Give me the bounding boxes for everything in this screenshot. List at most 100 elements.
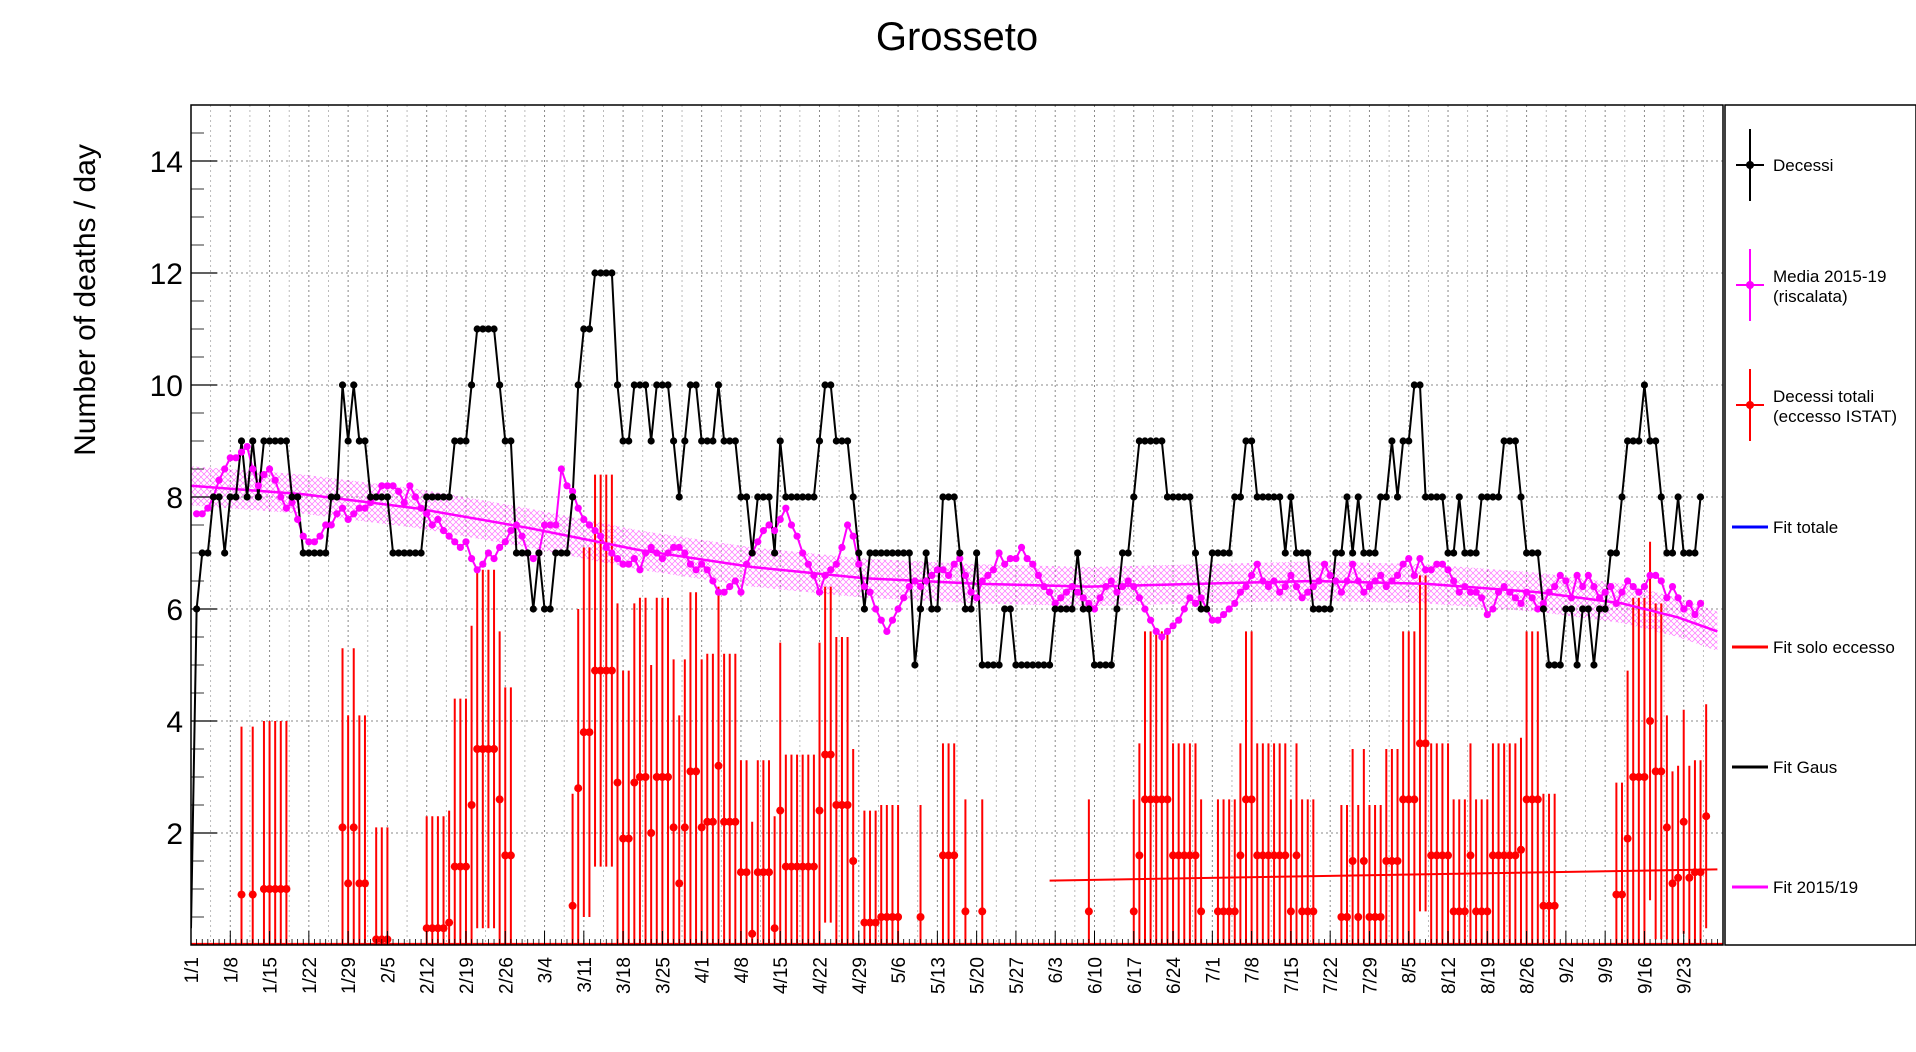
media-point xyxy=(698,560,706,568)
excess-point xyxy=(1219,907,1228,916)
decessi-point xyxy=(1332,549,1340,557)
excess-point xyxy=(871,918,880,927)
decessi-point xyxy=(636,381,644,389)
media-point xyxy=(383,482,392,490)
media-point xyxy=(787,521,796,529)
decessi-point xyxy=(316,549,324,557)
excess-point xyxy=(1371,913,1380,921)
excess-point xyxy=(1185,851,1194,860)
legend-label: Fit 2015/19 xyxy=(1773,878,1858,897)
decessi-point xyxy=(1551,661,1559,669)
decessi-point xyxy=(1500,437,1508,445)
media-point xyxy=(1315,577,1323,585)
decessi-point xyxy=(787,493,796,501)
decessi-point xyxy=(804,493,812,501)
x-tick-label: 1/15 xyxy=(261,957,282,994)
decessi-point xyxy=(1455,493,1463,501)
decessi-point xyxy=(350,381,358,389)
legend-marker-dot xyxy=(1746,401,1754,409)
media-point xyxy=(451,538,459,546)
decessi-point xyxy=(613,381,622,389)
decessi-point xyxy=(916,605,925,613)
media-point xyxy=(568,487,577,495)
x-tick-label: 7/1 xyxy=(1203,957,1224,983)
media-point xyxy=(585,521,594,529)
media-point xyxy=(265,465,274,473)
excess-point xyxy=(1410,795,1419,804)
decessi-point xyxy=(810,493,818,501)
excess-point xyxy=(1359,857,1368,865)
media-point xyxy=(198,510,206,518)
media-point xyxy=(1135,594,1143,602)
media-point xyxy=(1405,555,1413,563)
excess-point xyxy=(1640,773,1649,781)
x-tick-label: 3/18 xyxy=(614,957,635,994)
decessi-point xyxy=(1663,549,1671,557)
decessi-point xyxy=(1130,493,1138,501)
decessi-point xyxy=(462,437,470,445)
y-tick-label: 14 xyxy=(150,146,183,179)
media-point xyxy=(866,588,874,596)
media-point xyxy=(1466,588,1475,596)
x-tick-label: 4/29 xyxy=(850,957,871,994)
media-point xyxy=(995,549,1003,557)
media-point xyxy=(1270,577,1278,585)
media-point xyxy=(1674,594,1682,602)
media-point xyxy=(1534,605,1542,613)
media-point xyxy=(473,566,481,574)
legend-label: Fit Gaus xyxy=(1773,758,1837,777)
media-point xyxy=(344,515,352,524)
legend-label: Decessi xyxy=(1773,156,1833,175)
decessi-point xyxy=(1186,493,1194,501)
media-point xyxy=(1500,583,1508,591)
decessi-point xyxy=(1090,661,1099,669)
excess-point xyxy=(877,913,886,921)
excess-point xyxy=(579,728,588,737)
excess-point xyxy=(1225,907,1234,916)
excess-point xyxy=(1668,879,1677,888)
media-point xyxy=(406,482,414,490)
excess-point xyxy=(568,901,577,910)
media-point xyxy=(1309,583,1317,591)
excess-point xyxy=(265,885,274,893)
excess-point xyxy=(652,773,661,781)
excess-point xyxy=(602,666,611,675)
excess-point xyxy=(714,761,723,770)
excess-point xyxy=(1169,851,1178,860)
decessi-point xyxy=(400,549,408,557)
media-point xyxy=(939,566,947,574)
media-point xyxy=(1433,560,1441,568)
media-point xyxy=(1652,571,1660,580)
media-point xyxy=(883,627,891,636)
excess-point xyxy=(1488,851,1497,860)
excess-point xyxy=(1270,851,1279,860)
media-point xyxy=(664,549,672,557)
decessi-point xyxy=(771,549,779,557)
excess-point xyxy=(355,879,364,888)
media-point xyxy=(423,510,431,518)
decessi-point xyxy=(608,269,616,277)
decessi-point xyxy=(1511,437,1519,445)
decessi-point xyxy=(1006,605,1014,613)
decessi-point xyxy=(512,549,521,557)
decessi-point xyxy=(1012,661,1020,669)
excess-point xyxy=(725,817,734,826)
x-tick-label: 3/25 xyxy=(653,957,674,994)
media-point xyxy=(799,549,807,557)
decessi-point xyxy=(1506,437,1514,445)
media-point xyxy=(726,583,734,591)
media-point xyxy=(1388,577,1396,585)
decessi-point xyxy=(1478,493,1486,501)
decessi-point xyxy=(1595,605,1604,613)
decessi-point xyxy=(378,493,386,501)
media-point xyxy=(1573,571,1581,580)
decessi-point xyxy=(552,549,560,557)
x-tick-label: 9/23 xyxy=(1675,957,1696,994)
excess-point xyxy=(1444,851,1453,860)
excess-point xyxy=(1354,913,1363,921)
media-point xyxy=(226,454,234,462)
decessi-point xyxy=(1349,549,1357,557)
excess-point xyxy=(1466,851,1475,860)
excess-point xyxy=(809,862,818,871)
excess-point xyxy=(1275,851,1284,860)
